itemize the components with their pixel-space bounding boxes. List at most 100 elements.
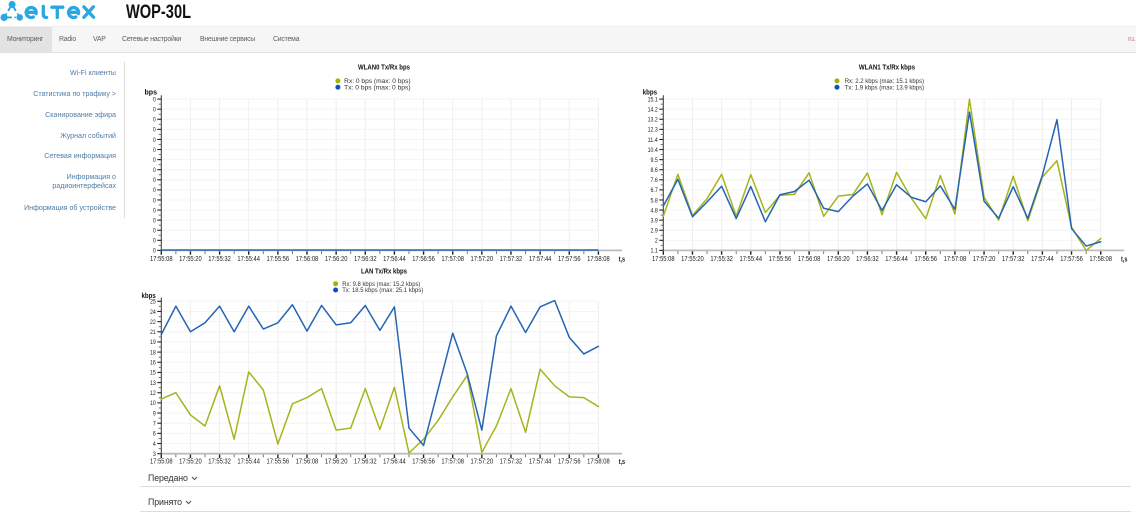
svg-text:13: 13 — [150, 380, 156, 387]
svg-text:17:55:32: 17:55:32 — [208, 255, 231, 263]
svg-text:Rx: 2.2 kbps (max: 15.1 kbps): Rx: 2.2 kbps (max: 15.1 kbps) — [845, 78, 924, 85]
svg-text:17:56:44: 17:56:44 — [885, 255, 908, 263]
svg-text:17:56:56: 17:56:56 — [412, 458, 435, 466]
svg-text:17:57:08: 17:57:08 — [441, 255, 464, 263]
svg-text:17:57:44: 17:57:44 — [1031, 255, 1054, 263]
svg-text:17:55:56: 17:55:56 — [267, 458, 290, 466]
svg-text:17:56:20: 17:56:20 — [325, 458, 348, 466]
svg-text:24: 24 — [150, 309, 156, 316]
svg-text:17:55:08: 17:55:08 — [150, 458, 173, 466]
svg-text:4.8: 4.8 — [651, 207, 659, 214]
svg-text:t,s: t,s — [619, 256, 625, 264]
svg-text:19: 19 — [150, 339, 156, 346]
svg-text:17:57:08: 17:57:08 — [944, 255, 967, 263]
svg-text:17:55:20: 17:55:20 — [179, 458, 202, 466]
svg-text:15.1: 15.1 — [648, 96, 659, 103]
svg-text:17:56:44: 17:56:44 — [383, 255, 406, 263]
svg-text:2.9: 2.9 — [651, 228, 659, 235]
svg-text:17:56:20: 17:56:20 — [325, 255, 348, 263]
svg-text:0: 0 — [153, 167, 156, 174]
svg-text:17:57:20: 17:57:20 — [471, 255, 494, 263]
svg-text:t,s: t,s — [1121, 256, 1127, 264]
svg-text:17:57:32: 17:57:32 — [500, 255, 523, 263]
svg-text:0: 0 — [153, 137, 156, 144]
svg-text:7.6: 7.6 — [651, 177, 659, 184]
svg-text:Tx: 18.5 kbps (max: 25.1 kbps): Tx: 18.5 kbps (max: 25.1 kbps) — [342, 287, 423, 294]
svg-text:Rx: 9.8 kbps (max: 15.2 kbps): Rx: 9.8 kbps (max: 15.2 kbps) — [342, 281, 420, 288]
svg-text:17:56:08: 17:56:08 — [798, 255, 821, 263]
svg-text:0: 0 — [153, 106, 156, 113]
svg-text:2: 2 — [655, 238, 658, 245]
svg-text:17:55:56: 17:55:56 — [267, 255, 290, 263]
svg-text:kbps: kbps — [643, 90, 657, 97]
svg-text:17:56:08: 17:56:08 — [296, 255, 319, 263]
svg-text:17:56:08: 17:56:08 — [296, 458, 319, 466]
svg-text:0: 0 — [153, 147, 156, 154]
svg-text:17:57:44: 17:57:44 — [529, 255, 552, 263]
svg-text:12.3: 12.3 — [648, 127, 659, 134]
svg-text:17:57:56: 17:57:56 — [1060, 255, 1083, 263]
svg-text:12: 12 — [150, 390, 156, 397]
svg-text:14.2: 14.2 — [648, 106, 659, 113]
svg-text:LAN Tx/Rx kbps: LAN Tx/Rx kbps — [361, 269, 407, 276]
svg-text:13.2: 13.2 — [648, 117, 659, 124]
svg-text:17:57:56: 17:57:56 — [558, 458, 581, 466]
svg-text:17:57:32: 17:57:32 — [1002, 255, 1025, 263]
svg-text:5.8: 5.8 — [651, 197, 659, 204]
svg-text:17:55:20: 17:55:20 — [681, 255, 704, 263]
svg-text:17:58:08: 17:58:08 — [587, 458, 610, 466]
svg-text:10: 10 — [150, 400, 156, 407]
svg-text:17:58:08: 17:58:08 — [1089, 255, 1112, 263]
svg-text:17:57:32: 17:57:32 — [500, 458, 523, 466]
svg-text:WLAN0 Tx/Rx bps: WLAN0 Tx/Rx bps — [358, 64, 410, 71]
svg-text:17:57:44: 17:57:44 — [529, 458, 552, 466]
svg-text:17:57:08: 17:57:08 — [441, 458, 464, 466]
svg-text:10.4: 10.4 — [648, 147, 659, 154]
svg-text:7: 7 — [153, 421, 156, 428]
svg-text:0: 0 — [153, 127, 156, 134]
svg-text:0: 0 — [153, 177, 156, 184]
svg-text:9: 9 — [153, 410, 156, 417]
svg-text:17:58:08: 17:58:08 — [587, 255, 610, 263]
svg-text:3: 3 — [153, 451, 156, 458]
svg-text:Tx: 1.9 kbps (max: 13.9 kbps): Tx: 1.9 kbps (max: 13.9 kbps) — [845, 84, 925, 91]
svg-text:17:56:32: 17:56:32 — [354, 255, 377, 263]
svg-text:0: 0 — [153, 117, 156, 124]
svg-text:17:57:20: 17:57:20 — [471, 458, 494, 466]
svg-text:0: 0 — [153, 228, 156, 235]
svg-text:6: 6 — [153, 431, 156, 438]
svg-text:0: 0 — [153, 157, 156, 164]
svg-text:t,s: t,s — [619, 458, 625, 466]
svg-text:3.9: 3.9 — [651, 217, 659, 224]
svg-text:17:56:44: 17:56:44 — [383, 458, 406, 466]
svg-text:17:56:56: 17:56:56 — [914, 255, 937, 263]
svg-text:15: 15 — [150, 370, 156, 377]
svg-text:17:55:08: 17:55:08 — [652, 255, 675, 263]
svg-text:17:56:20: 17:56:20 — [827, 255, 850, 263]
svg-text:WLAN1 Tx/Rx kbps: WLAN1 Tx/Rx kbps — [859, 64, 915, 71]
svg-text:17:56:32: 17:56:32 — [856, 255, 879, 263]
svg-text:11.4: 11.4 — [648, 137, 659, 144]
svg-text:kbps: kbps — [142, 293, 156, 300]
svg-text:17:56:32: 17:56:32 — [354, 458, 377, 466]
svg-text:17:55:44: 17:55:44 — [237, 255, 260, 263]
svg-text:Rx: 0 bps (max: 0 bps): Rx: 0 bps (max: 0 bps) — [344, 78, 410, 85]
svg-text:17:57:56: 17:57:56 — [558, 255, 581, 263]
svg-text:17:55:08: 17:55:08 — [150, 255, 173, 263]
svg-text:0: 0 — [153, 187, 156, 194]
svg-text:17:55:44: 17:55:44 — [237, 458, 260, 466]
svg-text:17:55:56: 17:55:56 — [769, 255, 792, 263]
svg-text:6.7: 6.7 — [651, 187, 659, 194]
svg-text:17:57:20: 17:57:20 — [973, 255, 996, 263]
svg-text:17:56:56: 17:56:56 — [412, 255, 435, 263]
svg-text:0: 0 — [153, 197, 156, 204]
svg-text:21: 21 — [150, 329, 156, 336]
svg-text:25: 25 — [150, 299, 156, 306]
svg-text:0: 0 — [153, 217, 156, 224]
svg-text:17:55:32: 17:55:32 — [208, 458, 231, 466]
svg-text:4: 4 — [153, 441, 156, 448]
svg-text:17:55:20: 17:55:20 — [179, 255, 202, 263]
svg-text:bps: bps — [145, 90, 158, 97]
svg-text:17:55:44: 17:55:44 — [739, 255, 762, 263]
svg-text:0: 0 — [153, 207, 156, 214]
